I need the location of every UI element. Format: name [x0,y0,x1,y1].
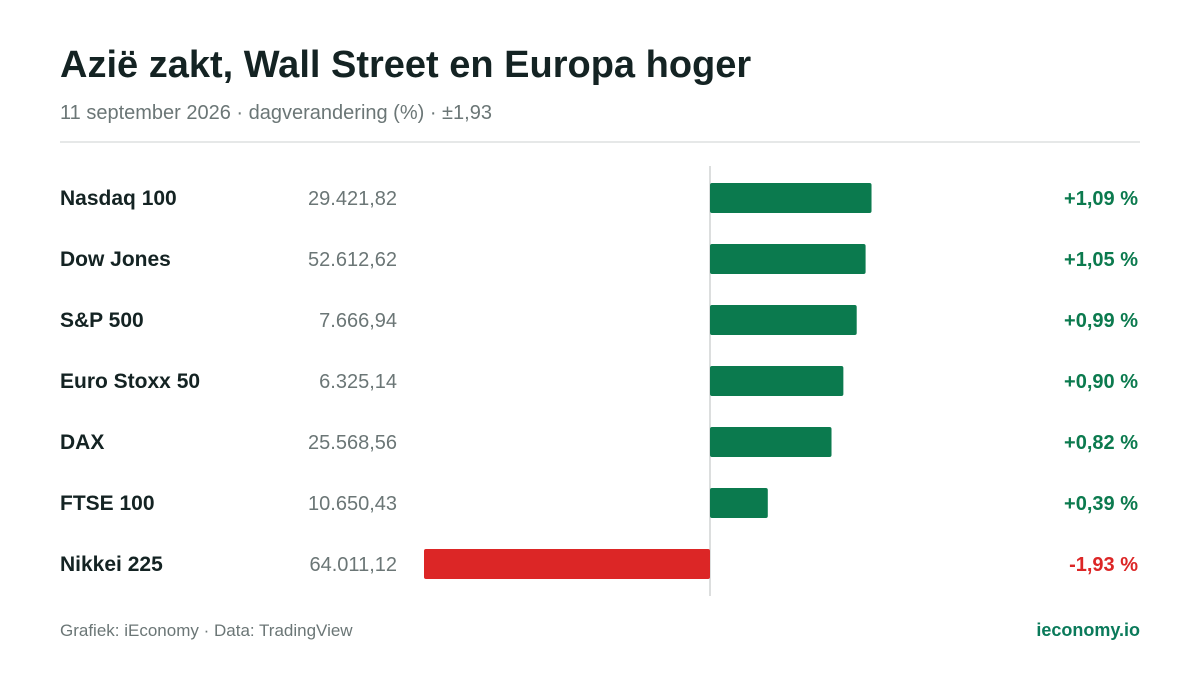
header-divider [60,141,1140,143]
change-percent-label: +0,39 % [1064,493,1138,515]
index-name-label: FTSE 100 [60,492,155,515]
index-name-label: S&P 500 [60,309,144,332]
chart-subtitle: 11 september 2026 · dagverandering (%) ·… [60,102,492,124]
index-name-label: DAX [60,431,104,454]
bar-positive [710,427,832,457]
change-percent-label: +0,99 % [1064,310,1138,332]
bar-positive [710,366,844,396]
index-level-label: 6.325,14 [319,371,397,393]
index-level-label: 29.421,82 [308,188,397,210]
bar-negative [424,549,710,579]
index-level-label: 7.666,94 [319,310,397,332]
change-percent-label: -1,93 % [1069,554,1138,576]
source-note: Grafiek: iEconomy · Data: TradingView [60,621,353,640]
chart-title: Azië zakt, Wall Street en Europa hoger [60,44,752,86]
change-percent-label: +0,82 % [1064,432,1138,454]
change-percent-label: +0,90 % [1064,371,1138,393]
bar-positive [710,305,857,335]
index-name-label: Dow Jones [60,248,171,271]
bar-positive [710,244,866,274]
bar-positive [710,488,768,518]
bar-positive [710,183,872,213]
index-level-label: 64.011,12 [310,554,398,576]
change-percent-label: +1,05 % [1064,249,1138,271]
index-name-label: Nikkei 225 [60,553,163,576]
index-level-label: 10.650,43 [308,493,397,515]
index-level-label: 52.612,62 [308,249,397,271]
brand-link[interactable]: ieconomy.io [1036,620,1140,640]
change-percent-label: +1,09 % [1064,188,1138,210]
index-name-label: Euro Stoxx 50 [60,370,200,393]
index-name-label: Nasdaq 100 [60,187,177,210]
index-level-label: 25.568,56 [308,432,397,454]
